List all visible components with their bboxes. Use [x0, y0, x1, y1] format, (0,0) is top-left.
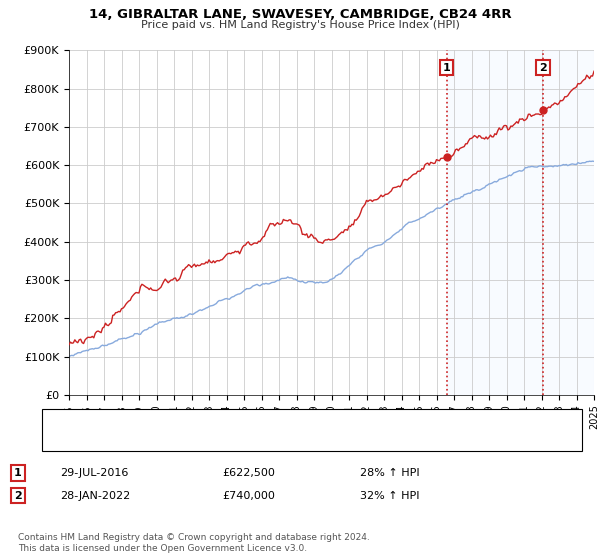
Text: Contains HM Land Registry data © Crown copyright and database right 2024.
This d: Contains HM Land Registry data © Crown c…: [18, 533, 370, 553]
Text: 28% ↑ HPI: 28% ↑ HPI: [360, 468, 419, 478]
Text: 1: 1: [443, 63, 451, 73]
Text: 14, GIBRALTAR LANE, SWAVESEY, CAMBRIDGE, CB24 4RR (detached house): 14, GIBRALTAR LANE, SWAVESEY, CAMBRIDGE,…: [96, 416, 488, 426]
Text: 1: 1: [14, 468, 22, 478]
Text: 14, GIBRALTAR LANE, SWAVESEY, CAMBRIDGE, CB24 4RR: 14, GIBRALTAR LANE, SWAVESEY, CAMBRIDGE,…: [89, 8, 511, 21]
Text: £622,500: £622,500: [222, 468, 275, 478]
Bar: [446, 50, 594, 395]
Text: 29-JUL-2016: 29-JUL-2016: [60, 468, 128, 478]
Text: 2: 2: [539, 63, 547, 73]
Text: 28-JAN-2022: 28-JAN-2022: [60, 491, 130, 501]
Text: Price paid vs. HM Land Registry's House Price Index (HPI): Price paid vs. HM Land Registry's House …: [140, 20, 460, 30]
Text: £740,000: £740,000: [222, 491, 275, 501]
Text: 32% ↑ HPI: 32% ↑ HPI: [360, 491, 419, 501]
Text: HPI: Average price, detached house, South Cambridgeshire: HPI: Average price, detached house, Sout…: [96, 435, 406, 445]
Text: 2: 2: [14, 491, 22, 501]
